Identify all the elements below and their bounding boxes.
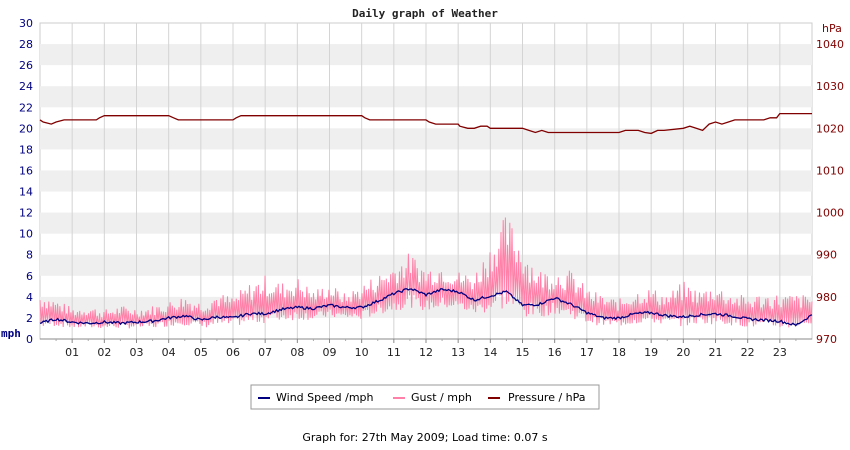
y-left-tick-label: 8	[26, 249, 33, 262]
x-tick-label: 15	[516, 346, 530, 359]
y-right-tick-label: 980	[816, 291, 837, 304]
y-axis-left-unit: mph	[1, 327, 21, 340]
y-left-tick-label: 28	[19, 38, 33, 51]
y-right-tick-label: 990	[816, 249, 837, 262]
y-left-tick-label: 24	[19, 80, 33, 93]
y-right-tick-label: 970	[816, 333, 837, 346]
x-tick-label: 05	[194, 346, 208, 359]
y-left-tick-label: 30	[19, 17, 33, 30]
y-left-tick-label: 2	[26, 312, 33, 325]
y-right-tick-label: 1010	[816, 164, 844, 177]
y-left-tick-label: 26	[19, 59, 33, 72]
x-tick-label: 13	[451, 346, 465, 359]
y-left-tick-label: 18	[19, 143, 33, 156]
y-left-tick-label: 20	[19, 122, 33, 135]
y-axis-right-unit: hPa	[822, 22, 842, 35]
x-tick-label: 18	[612, 346, 626, 359]
x-tick-label: 02	[97, 346, 111, 359]
x-tick-label: 04	[162, 346, 176, 359]
y-left-tick-label: 12	[19, 207, 33, 220]
y-right-tick-label: 1000	[816, 207, 844, 220]
x-tick-label: 22	[741, 346, 755, 359]
y-left-tick-label: 22	[19, 101, 33, 114]
x-tick-label: 14	[483, 346, 497, 359]
y-left-tick-label: 0	[26, 333, 33, 346]
x-tick-label: 19	[644, 346, 658, 359]
legend-label-wind-speed: Wind Speed /mph	[276, 391, 374, 404]
x-tick-label: 17	[580, 346, 594, 359]
x-tick-label: 12	[419, 346, 433, 359]
y-right-tick-label: 1030	[816, 80, 844, 93]
legend-label-gust: Gust / mph	[411, 391, 472, 404]
y-right-tick-label: 1020	[816, 122, 844, 135]
wind-speed-line	[39, 288, 813, 327]
chart-title: Daily graph of Weather	[352, 7, 498, 20]
x-tick-label: 06	[226, 346, 240, 359]
x-tick-label: 03	[130, 346, 144, 359]
x-tick-label: 10	[355, 346, 369, 359]
y-axis-right: 970 980 990 1000 1010 1020 1030 1040	[816, 38, 844, 346]
x-tick-label: 09	[323, 346, 337, 359]
x-axis: 01 02 03 04 05 06 07 08 09 10 11 12 13 14 15 16 17 18 19 20…	[55, 339, 797, 359]
x-tick-label: 23	[773, 346, 787, 359]
y-left-tick-label: 16	[19, 164, 33, 177]
x-tick-label: 07	[258, 346, 272, 359]
x-tick-label: 01	[65, 346, 79, 359]
y-right-tick-label: 1040	[816, 38, 844, 51]
legend-label-pressure: Pressure / hPa	[508, 391, 586, 404]
x-tick-label: 08	[290, 346, 304, 359]
legend: Wind Speed /mph Gust / mph Pressure / hP…	[250, 384, 600, 410]
y-left-tick-label: 10	[19, 228, 33, 241]
y-left-tick-label: 14	[19, 186, 33, 199]
pressure-line	[39, 112, 812, 135]
y-left-tick-label: 4	[26, 291, 33, 304]
x-tick-label: 11	[387, 346, 401, 359]
x-tick-label: 16	[548, 346, 562, 359]
y-left-tick-label: 6	[26, 270, 33, 283]
x-tick-label: 21	[709, 346, 723, 359]
graph-footer: Graph for: 27th May 2009; Load time: 0.0…	[302, 431, 548, 444]
legend-box	[250, 384, 600, 410]
x-tick-label: 20	[676, 346, 690, 359]
